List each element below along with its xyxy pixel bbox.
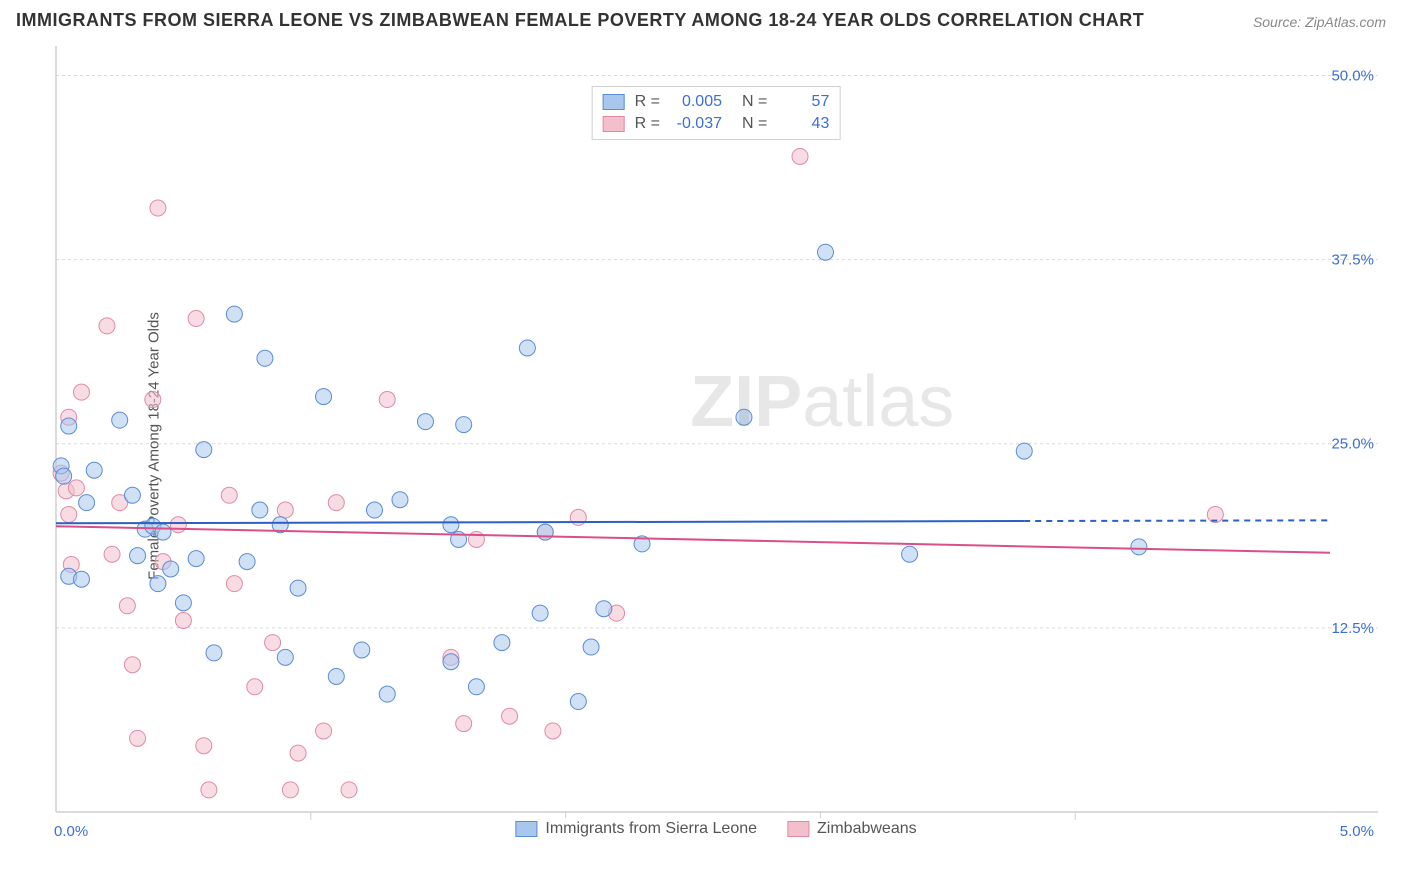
r-label: R = xyxy=(635,93,660,111)
r-value: 0.005 xyxy=(670,93,722,111)
legend-swatch-b xyxy=(787,821,809,837)
svg-text:25.0%: 25.0% xyxy=(1331,436,1374,453)
stats-row-a: R = 0.005 N = 57 xyxy=(603,91,830,113)
svg-text:37.5%: 37.5% xyxy=(1331,252,1374,269)
x-axis-max-label: 5.0% xyxy=(1340,823,1374,840)
stats-legend-box: R = 0.005 N = 57 R = -0.037 N = 43 xyxy=(592,86,841,140)
source-attribution: Source: ZipAtlas.com xyxy=(1253,14,1386,30)
stats-row-b: R = -0.037 N = 43 xyxy=(603,113,830,135)
n-value: 43 xyxy=(777,115,829,133)
legend-label-b: Zimbabweans xyxy=(817,820,917,838)
chart-area: 12.5%25.0%37.5%50.0% ZIPatlas R =0.005N … xyxy=(52,42,1380,842)
r-label: R = xyxy=(635,115,660,133)
legend-item-a: Immigrants from Sierra Leone xyxy=(515,820,757,838)
n-label: N = xyxy=(742,115,767,133)
svg-text:50.0%: 50.0% xyxy=(1331,67,1374,84)
n-label: N = xyxy=(742,93,767,111)
legend-item-b: Zimbabweans xyxy=(787,820,917,838)
stats-swatch xyxy=(603,116,625,132)
stats-swatch xyxy=(603,94,625,110)
series-legend: Immigrants from Sierra Leone Zimbabweans xyxy=(507,818,924,840)
legend-label-a: Immigrants from Sierra Leone xyxy=(545,820,757,838)
svg-text:12.5%: 12.5% xyxy=(1331,620,1374,637)
x-axis-min-label: 0.0% xyxy=(54,823,88,840)
scatter-plot: 12.5% 25.0% 37.5% 50.0% xyxy=(52,42,1380,842)
n-value: 57 xyxy=(777,93,829,111)
chart-title: IMMIGRANTS FROM SIERRA LEONE VS ZIMBABWE… xyxy=(16,10,1144,31)
legend-swatch-a xyxy=(515,821,537,837)
r-value: -0.037 xyxy=(670,115,722,133)
